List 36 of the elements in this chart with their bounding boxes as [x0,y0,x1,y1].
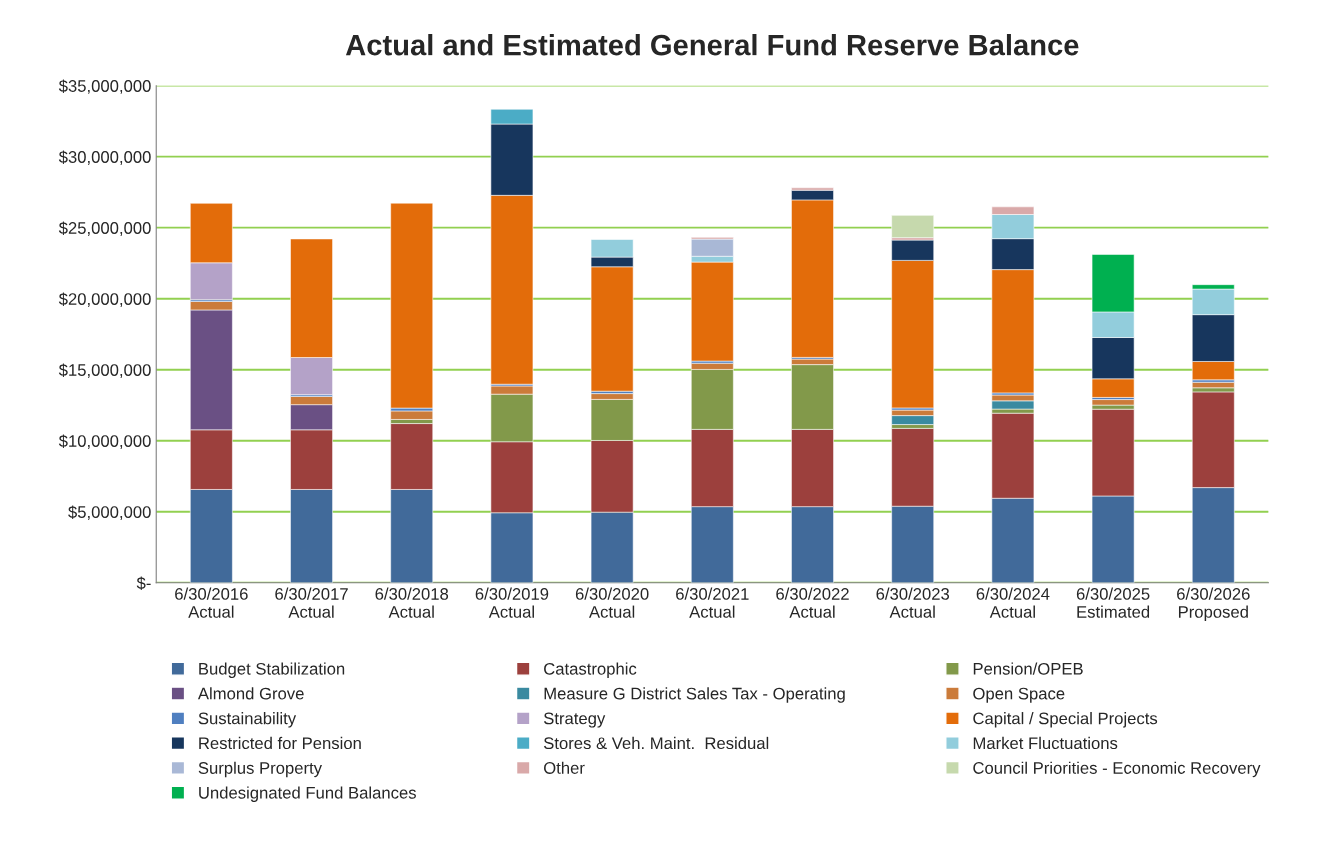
y-tick-label: $15,000,000 [58,363,151,378]
legend-label: Almond Grove [197,687,304,700]
legend-label: Capital / Special Projects [973,712,1158,728]
x-tick-label: 6/30/2024 Actual [976,587,1050,618]
legend-label: Sustainability [198,712,297,728]
x-tick-label: 6/30/2022 Actual [776,587,849,618]
x-tick-label: 6/30/2021 Actual [676,587,749,618]
y-tick-label: $- [136,576,151,590]
y-tick-label: $20,000,000 [58,292,151,307]
y-tick-label: $35,000,000 [58,79,151,94]
legend-label: Market Fluctuations [973,736,1118,750]
y-tick-label: $10,000,000 [58,434,151,449]
legend-label: Undesignated Fund Balances [199,786,416,802]
legend-label: Council Priorities - Economic Recovery [973,761,1261,778]
legend-label: Open Space [973,687,1065,703]
legend-label: Pension/OPEB [973,662,1083,675]
x-tick-label: 6/30/2017 Actual [275,587,348,618]
x-tick-label: 6/30/2026 Proposed [1177,587,1250,622]
y-tick-label: $30,000,000 [58,150,151,165]
x-tick-label: 6/30/2020 Actual [575,587,649,618]
y-tick-label: $5,000,000 [68,505,151,520]
legend-label: Other [544,761,585,774]
legend-label: Stores & Veh. Maint. Residual [543,736,769,750]
legend-label: Strategy [543,712,606,728]
legend-label: Budget Stabilization [199,662,345,678]
legend-label: Restricted for Pension [199,736,361,750]
x-tick-label: 6/30/2019 Actual [475,587,549,618]
x-tick-label: 6/30/2016 Actual [175,587,248,618]
legend-label: Measure G District Sales Tax - Operating [544,687,845,703]
x-tick-label: 6/30/2018 Actual [375,587,449,618]
x-tick-label: 6/30/2023 Actual [876,587,950,618]
x-tick-label: 6/30/2025 Estimated [1076,587,1150,618]
chart-title: Actual and Estimated General Fund Reserve Balance [345,34,1079,56]
legend-label: Catastrophic [544,662,637,678]
y-tick-label: $25,000,000 [58,221,151,236]
legend-label: Surplus Property [198,761,322,778]
